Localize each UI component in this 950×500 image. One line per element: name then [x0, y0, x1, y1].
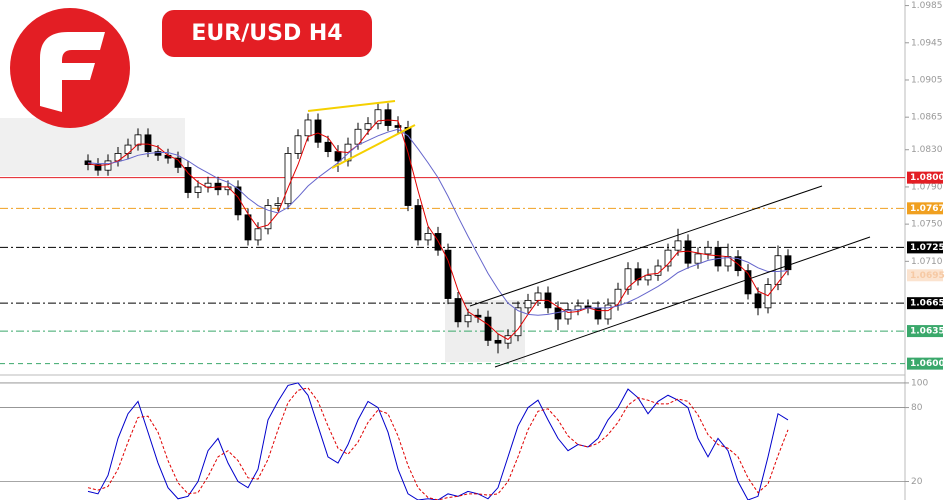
candle-body: [414, 205, 422, 241]
moving-average: [87, 119, 789, 341]
candle-body: [394, 125, 402, 128]
candle-body: [494, 339, 502, 344]
level-label-box: [907, 325, 943, 338]
level-label-box: [907, 297, 943, 310]
candle-body: [464, 314, 472, 323]
y-tick-label: 80: [911, 403, 923, 413]
level-label: 1.0600: [910, 359, 945, 369]
level-label: 1.0800: [910, 173, 945, 183]
y-tick-label: 100: [911, 378, 928, 388]
shade: [0, 118, 185, 176]
candle-body: [644, 274, 652, 281]
candle-body: [744, 270, 752, 295]
candle-body: [184, 166, 192, 193]
candle-body: [374, 109, 382, 125]
candle-body: [364, 123, 372, 130]
candle-body: [634, 268, 642, 281]
candle-body: [324, 141, 332, 152]
title-badge: [162, 10, 372, 57]
candle-body: [664, 249, 672, 267]
chart-title: EUR/USD H4: [191, 21, 342, 46]
level-label: 1.0767: [910, 204, 945, 214]
y-tick-label: 1.0750: [911, 220, 943, 230]
candle-body: [304, 119, 312, 137]
levels: [0, 5, 909, 483]
oscillator-line: [87, 382, 789, 500]
trend-line: [331, 124, 416, 169]
candle-body: [274, 203, 282, 206]
candle-body: [404, 127, 412, 206]
level-label: 1.0695: [910, 271, 945, 281]
y-tick-label: 1.0865: [911, 113, 943, 123]
candle-body: [124, 144, 132, 154]
candle-body: [534, 292, 542, 301]
y-tick-label: 1.0790: [911, 182, 943, 192]
candle-body: [354, 128, 362, 145]
candle-body: [334, 151, 342, 162]
candle-body: [444, 249, 452, 299]
y-tick-label: 1.0985: [911, 1, 943, 11]
candle-body: [384, 109, 392, 126]
candle-body: [484, 316, 492, 341]
moving-average: [87, 128, 789, 316]
trend-line: [307, 100, 396, 112]
y-tick-label: 1.0905: [911, 75, 943, 85]
candle-body: [204, 182, 212, 188]
y-tick-label: 1.0830: [911, 145, 943, 155]
candle-body: [194, 186, 202, 193]
candle-body: [254, 228, 262, 241]
candle-body: [554, 307, 562, 320]
candle-body: [314, 119, 322, 143]
level-label-box: [907, 269, 943, 282]
candle-body: [514, 307, 522, 337]
level-label-box: [907, 202, 943, 215]
level-label-box: [907, 357, 943, 370]
candle-body: [784, 255, 792, 271]
candle-body: [234, 186, 242, 216]
candle-body: [244, 214, 252, 241]
candle-body: [564, 309, 572, 320]
level-label: 1.0665: [910, 299, 945, 309]
candle-body: [144, 134, 152, 152]
oscillator-line: [87, 387, 789, 500]
level-label-box: [907, 241, 943, 254]
candle-body: [694, 253, 702, 264]
candle-body: [714, 246, 722, 267]
candle-body: [284, 153, 292, 205]
level-label-box: [907, 171, 943, 184]
candle-body: [604, 304, 612, 320]
y-tick-label: 1.0945: [911, 38, 943, 48]
candle-body: [134, 134, 142, 146]
channel-line: [494, 236, 871, 368]
logo-mark: [40, 32, 105, 112]
candle-body: [424, 233, 432, 241]
candle-body: [454, 298, 462, 323]
candle-body: [674, 240, 682, 251]
candle-body: [154, 151, 162, 156]
level-label: 1.0635: [910, 327, 945, 337]
candle-body: [594, 307, 602, 320]
plot: [84, 103, 792, 500]
logo: [10, 8, 130, 128]
candle-body: [94, 164, 102, 171]
level-label: 1.0725: [910, 243, 945, 253]
channel-line: [469, 185, 823, 307]
y-tick-label: 1.0710: [911, 257, 943, 267]
y-tick-label: 20: [911, 477, 923, 487]
candle-body: [524, 299, 532, 309]
candle-body: [624, 268, 632, 290]
candle-body: [264, 205, 272, 230]
candle-body: [754, 293, 762, 309]
candle-body: [294, 135, 302, 154]
candle-body: [614, 288, 622, 306]
candle-body: [704, 246, 712, 255]
candle-body: [104, 160, 112, 171]
candle-body: [174, 157, 182, 168]
candle-body: [684, 240, 692, 264]
